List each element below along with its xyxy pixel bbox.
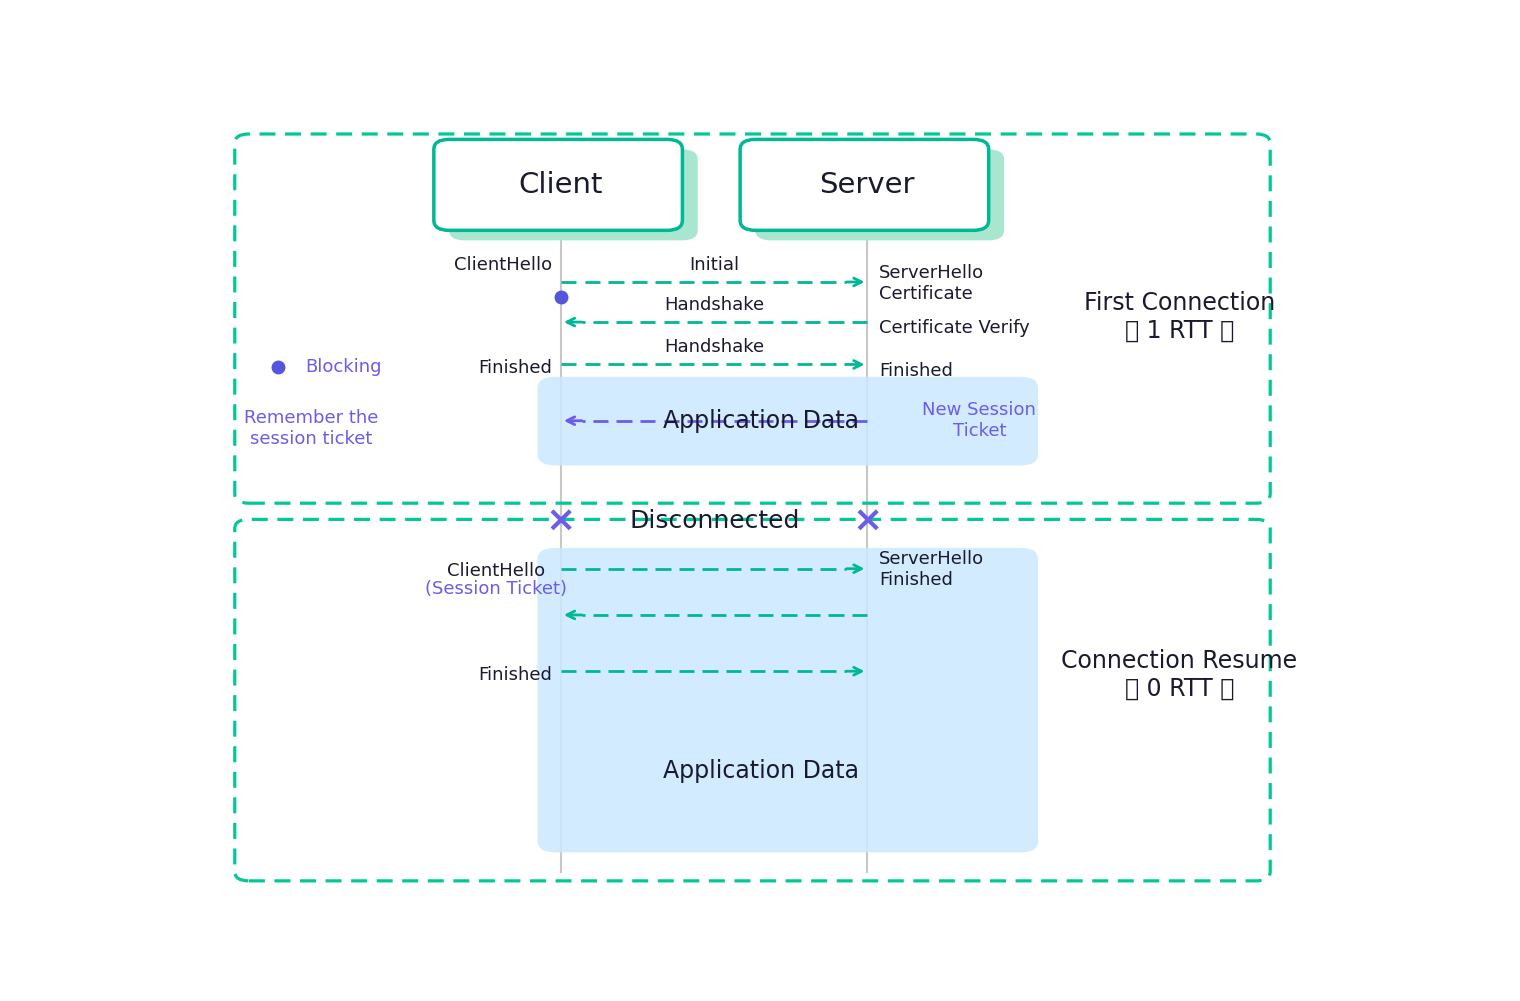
- FancyBboxPatch shape: [740, 139, 988, 230]
- Text: Server: Server: [819, 171, 915, 199]
- Text: Handshake: Handshake: [664, 338, 765, 356]
- Text: Disconnected: Disconnected: [629, 509, 800, 533]
- FancyBboxPatch shape: [538, 376, 1038, 465]
- Text: Finished: Finished: [879, 361, 953, 379]
- FancyBboxPatch shape: [433, 139, 682, 230]
- FancyBboxPatch shape: [755, 149, 1005, 240]
- Text: ClientHello: ClientHello: [453, 256, 552, 274]
- Text: ×: ×: [853, 504, 883, 538]
- Text: Application Data: Application Data: [663, 408, 859, 432]
- Text: ClientHello: ClientHello: [447, 562, 546, 580]
- FancyBboxPatch shape: [450, 149, 698, 240]
- Text: Initial: Initial: [689, 256, 739, 274]
- Text: Application Data: Application Data: [663, 760, 859, 784]
- Text: ×: ×: [546, 504, 576, 538]
- Text: Handshake: Handshake: [664, 296, 765, 314]
- Text: Finished: Finished: [879, 572, 953, 590]
- Text: Certificate Verify: Certificate Verify: [879, 319, 1031, 337]
- Text: Blocking: Blocking: [306, 357, 382, 375]
- Text: New Session
Ticket: New Session Ticket: [923, 401, 1037, 440]
- Text: ServerHello: ServerHello: [879, 550, 985, 568]
- Text: First Connection
（ 1 RTT ）: First Connection （ 1 RTT ）: [1084, 290, 1275, 342]
- Text: (Session Ticket): (Session Ticket): [426, 580, 567, 598]
- Text: Finished: Finished: [477, 359, 552, 377]
- Text: Client: Client: [518, 171, 603, 199]
- FancyBboxPatch shape: [538, 548, 1038, 853]
- Text: Finished: Finished: [477, 666, 552, 684]
- Text: Remember the
session ticket: Remember the session ticket: [245, 409, 378, 447]
- Text: Certificate: Certificate: [879, 284, 973, 302]
- Text: ServerHello: ServerHello: [879, 263, 985, 281]
- Text: Connection Resume
（ 0 RTT ）: Connection Resume （ 0 RTT ）: [1061, 650, 1298, 701]
